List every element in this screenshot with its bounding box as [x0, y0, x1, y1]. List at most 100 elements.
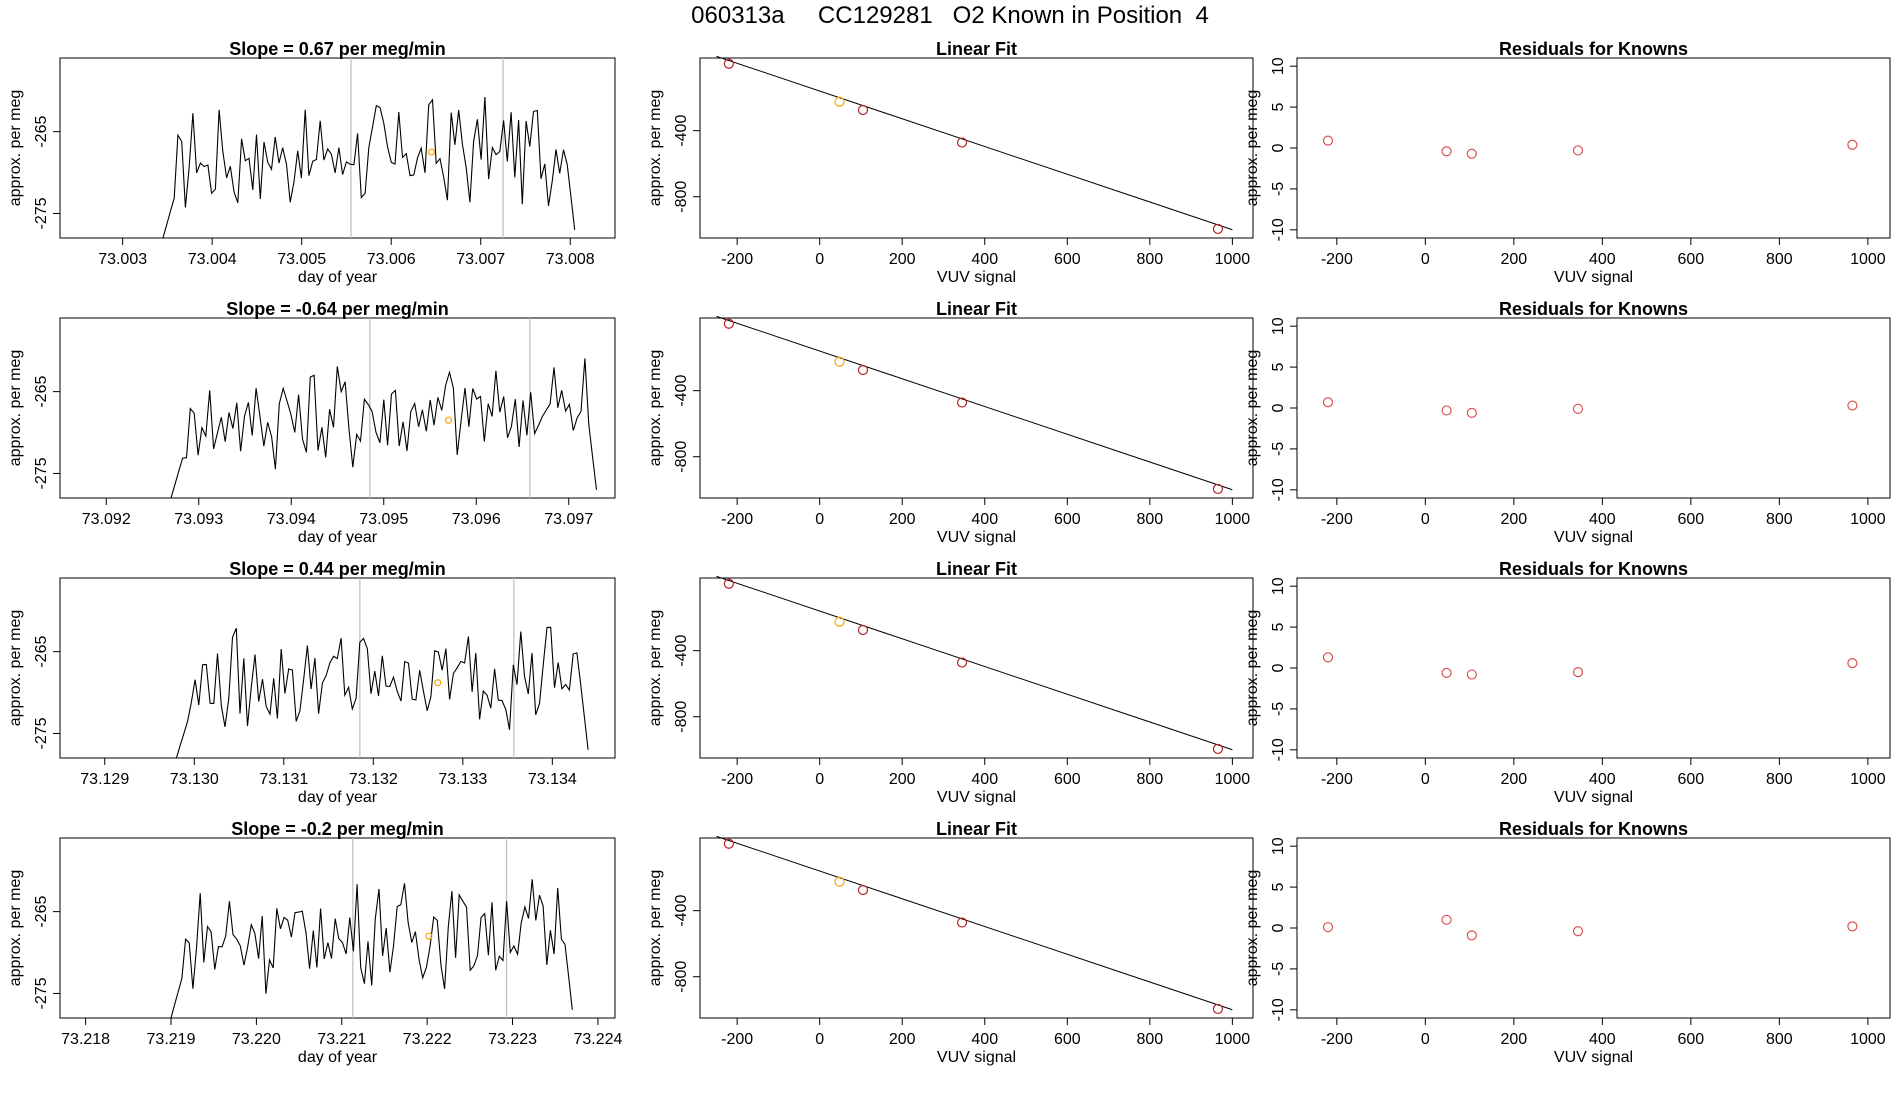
data-point [1212, 223, 1224, 235]
fit-line [716, 835, 1233, 1011]
y-tick-label: 10 [1270, 317, 1287, 335]
x-axis-label: VUV signal [1554, 269, 1633, 286]
x-tick-label: 73.006 [367, 251, 416, 268]
x-tick-label: 800 [1136, 1031, 1163, 1048]
plot-frame [1296, 57, 1891, 239]
x-tick-label: 73.221 [317, 1031, 366, 1048]
residual-point [1847, 657, 1858, 669]
x-tick-label: 73.222 [403, 1031, 452, 1048]
x-tick-label: 200 [1500, 251, 1527, 268]
data-point [956, 137, 968, 148]
x-axis-label: VUV signal [937, 529, 1016, 546]
y-tick-label: -275 [33, 977, 50, 1009]
data-point [857, 884, 869, 896]
x-tick-label: 1000 [1215, 771, 1251, 788]
x-axis-label: VUV signal [937, 269, 1016, 286]
x-tick-label: 73.096 [452, 511, 501, 528]
x-tick-label: 73.094 [267, 511, 316, 528]
data-point [723, 578, 734, 589]
plot-frame [699, 837, 1254, 1019]
x-tick-label: 600 [1054, 511, 1081, 528]
x-tick-label: 600 [1678, 511, 1705, 528]
x-tick-label: 400 [1589, 1031, 1616, 1048]
y-tick-label: -265 [33, 376, 50, 408]
x-tick-label: 1000 [1215, 251, 1251, 268]
highlight-point [425, 932, 433, 940]
x-axis-label: VUV signal [1554, 529, 1633, 546]
x-tick-label: 73.092 [82, 511, 131, 528]
data-point [956, 397, 968, 408]
plot-title: Residuals for Knowns [1499, 819, 1688, 839]
x-tick-label: -200 [1321, 251, 1353, 268]
residual-point [1322, 922, 1334, 933]
x-tick-label: 800 [1136, 511, 1163, 528]
x-axis-label: day of year [298, 269, 378, 286]
plot-title: Linear Fit [936, 819, 1017, 839]
data-point [1212, 1003, 1224, 1015]
y-tick-label: -10 [1270, 998, 1287, 1021]
x-tick-label: 1000 [1215, 511, 1251, 528]
data-point [723, 58, 734, 69]
y-tick-label: 5 [1270, 623, 1287, 632]
x-tick-label: 200 [889, 771, 916, 788]
y-axis-label: approx. per meg [647, 350, 664, 467]
x-tick-label: 1000 [1850, 251, 1886, 268]
x-tick-label: 73.131 [259, 771, 308, 788]
measurement-trace [170, 879, 573, 1019]
x-tick-label: 800 [1766, 771, 1793, 788]
plot-frame [699, 317, 1254, 499]
measurement-trace [175, 626, 589, 759]
plot-frame [1296, 837, 1891, 1019]
x-tick-label: 73.093 [174, 511, 223, 528]
residual-point [1466, 407, 1477, 419]
x-tick-label: 400 [1589, 251, 1616, 268]
y-tick-label: -400 [673, 115, 690, 147]
highlight-point [434, 679, 442, 687]
x-tick-label: 1000 [1850, 511, 1886, 528]
x-tick-label: 1000 [1850, 771, 1886, 788]
residual-point [1322, 135, 1334, 146]
residual-point [1322, 652, 1334, 663]
residual-point [1572, 666, 1584, 678]
y-axis-label: approx. per meg [1244, 350, 1261, 467]
x-tick-label: 0 [815, 1031, 824, 1048]
x-tick-label: 73.003 [98, 251, 147, 268]
x-tick-label: 800 [1766, 251, 1793, 268]
x-tick-label: 0 [815, 511, 824, 528]
plot-frame [1296, 317, 1891, 499]
plot-title: Linear Fit [936, 39, 1017, 59]
x-axis-label: VUV signal [937, 1049, 1016, 1066]
y-tick-label: -400 [673, 635, 690, 667]
y-axis-label: approx. per meg [7, 350, 24, 467]
plot-title: Residuals for Knowns [1499, 299, 1688, 319]
y-tick-label: 5 [1270, 363, 1287, 372]
x-tick-label: -200 [1321, 771, 1353, 788]
x-tick-label: 200 [889, 251, 916, 268]
y-tick-label: 0 [1270, 143, 1287, 152]
y-tick-label: -800 [673, 701, 690, 733]
residual-point [1572, 403, 1584, 414]
y-axis-label: approx. per meg [7, 870, 24, 987]
x-tick-label: 200 [889, 1031, 916, 1048]
x-tick-label: 600 [1054, 251, 1081, 268]
y-tick-label: -275 [33, 457, 50, 489]
x-tick-label: 200 [889, 511, 916, 528]
y-tick-label: -10 [1270, 218, 1287, 241]
y-axis-label: approx. per meg [7, 610, 24, 727]
y-axis-label: approx. per meg [7, 90, 24, 207]
plot-title: Linear Fit [936, 299, 1017, 319]
data-point [857, 624, 869, 636]
x-tick-label: 73.007 [456, 251, 505, 268]
residual-point [1441, 667, 1452, 679]
data-point [857, 364, 869, 376]
x-tick-label: 600 [1678, 251, 1705, 268]
y-tick-label: -400 [673, 895, 690, 927]
plot-frame [59, 317, 616, 499]
page-title: 060313a CC129281 O2 Known in Position 4 [691, 2, 1209, 29]
residual-point [1572, 926, 1584, 937]
highlight-point [444, 416, 453, 424]
x-tick-label: 400 [1589, 511, 1616, 528]
residual-point [1466, 148, 1477, 159]
